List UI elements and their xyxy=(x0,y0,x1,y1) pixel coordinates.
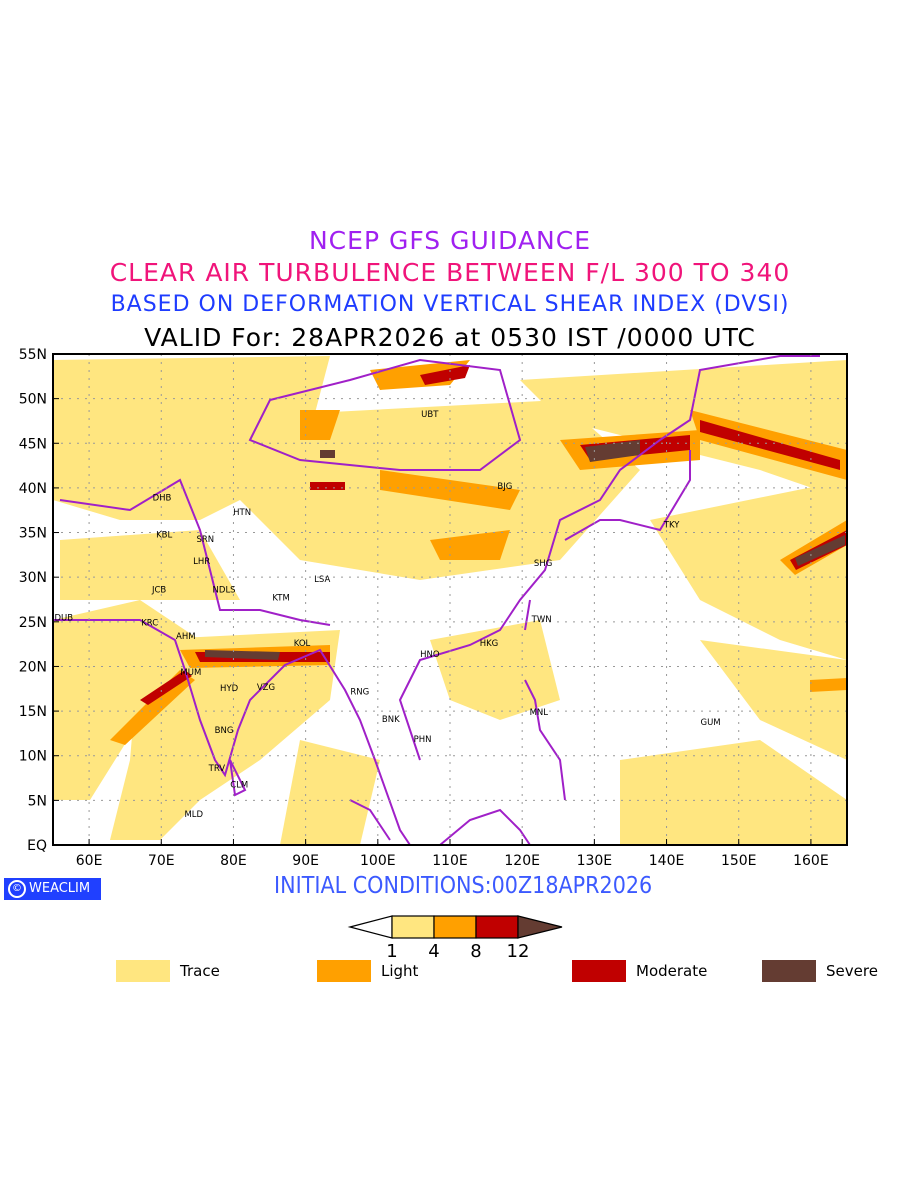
colorbar-tick: 8 xyxy=(470,941,481,960)
lon-tick-label: 80E xyxy=(220,853,247,869)
city-label-mum: MUM xyxy=(180,668,201,678)
title-valid-time: VALID For: 28APR2026 at 0530 IST /0000 U… xyxy=(144,323,756,352)
title-index: BASED ON DEFORMATION VERTICAL SHEAR INDE… xyxy=(110,292,790,317)
copyright-icon: © xyxy=(8,879,26,898)
lat-tick-label: EQ xyxy=(27,838,47,854)
lon-tick-label: 140E xyxy=(649,853,685,869)
lon-tick-label: 110E xyxy=(432,853,468,869)
colorbar-severe-arrow xyxy=(517,915,563,939)
lon-tick-label: 100E xyxy=(360,853,396,869)
city-label-ubt: UBT xyxy=(421,410,439,420)
legend-label: Light xyxy=(381,962,419,980)
city-label-mld: MLD xyxy=(184,810,203,820)
city-label-dub: DUB xyxy=(55,613,74,623)
city-label-dhb: DHB xyxy=(153,494,172,504)
title-guidance: NCEP GFS GUIDANCE xyxy=(308,226,591,255)
city-label-bjg: BJG xyxy=(497,482,512,492)
city-label-tky: TKY xyxy=(663,521,680,531)
lon-tick-label: 150E xyxy=(721,853,757,869)
lat-tick-label: 35N xyxy=(19,526,47,542)
lat-tick-label: 45N xyxy=(19,436,47,452)
lat-tick-label: 15N xyxy=(19,704,47,720)
lat-tick-label: 30N xyxy=(19,570,47,586)
city-label-kbl: KBL xyxy=(156,530,172,540)
weaclim-logo: © WEACLIM xyxy=(4,878,101,900)
colorbar-moderate xyxy=(475,915,519,939)
city-label-lsa: LSA xyxy=(314,575,330,585)
lon-tick-label: 120E xyxy=(504,853,540,869)
lat-tick-label: 5N xyxy=(28,793,47,809)
colorbar-tick: 1 xyxy=(386,941,397,960)
lat-tick-label: 25N xyxy=(19,615,47,631)
city-label-gum: GUM xyxy=(700,718,720,728)
turbulence-map: UBT BJG DHB HTN KBL SRN TKY LHR SHG LSA JCB NDLS KTM… xyxy=(19,347,848,869)
legend-swatch xyxy=(572,960,626,982)
title-turbulence: CLEAR AIR TURBULENCE BETWEEN F/L 300 TO … xyxy=(109,258,791,287)
logo-text: WEACLIM xyxy=(29,881,91,896)
city-label-clm: CLM xyxy=(230,780,248,790)
city-label-lhr: LHR xyxy=(193,557,210,567)
city-labels: UBT BJG DHB HTN KBL SRN TKY LHR SHG LSA JCB NDLS KTM… xyxy=(55,410,721,820)
legend-label: Moderate xyxy=(636,962,708,980)
graticule xyxy=(53,354,847,845)
city-label-ahm: AHM xyxy=(176,632,196,642)
city-label-ndls: NDLS xyxy=(213,586,236,596)
colorbar-below-arrow xyxy=(347,915,393,939)
initial-conditions: INITIAL CONDITIONS:00Z18APR2026 xyxy=(274,873,653,899)
lon-tick-label: 90E xyxy=(292,853,319,869)
lat-tick-label: 40N xyxy=(19,481,47,497)
city-label-phn: PHN xyxy=(414,735,432,745)
coastlines-and-borders xyxy=(53,355,820,846)
colorbar-trace xyxy=(391,915,435,939)
city-label-kol: KOL xyxy=(294,639,311,649)
city-label-htn: HTN xyxy=(233,508,251,518)
legend-label: Severe xyxy=(826,962,878,980)
lon-tick-label: 130E xyxy=(577,853,613,869)
city-label-rng: RNG xyxy=(350,687,369,697)
city-label-hkg: HKG xyxy=(480,639,499,649)
lat-tick-label: 20N xyxy=(19,659,47,675)
colorbar-tick: 4 xyxy=(428,941,439,960)
city-label-bnk: BNK xyxy=(382,715,400,725)
lat-tick-label: 50N xyxy=(19,392,47,408)
city-label-jcb: JCB xyxy=(151,586,166,596)
legend-swatch xyxy=(762,960,816,982)
lat-tick-label: 55N xyxy=(19,347,47,363)
legend-label: Trace xyxy=(180,962,220,980)
city-label-bng: BNG xyxy=(215,726,234,736)
city-label-vzg: VZG xyxy=(257,683,275,693)
lat-tick-label: 10N xyxy=(19,749,47,765)
colorbar-tick: 12 xyxy=(507,941,530,960)
axis-ticks: 60E 70E 80E 90E 100E 110E 120E 130E 140E 150E 160E… xyxy=(19,347,829,869)
city-label-trv: TRV xyxy=(208,764,226,774)
lon-tick-label: 160E xyxy=(793,853,829,869)
city-label-hno: HNO xyxy=(420,650,440,660)
lon-tick-label: 70E xyxy=(148,853,175,869)
city-label-ktm: KTM xyxy=(272,594,289,604)
city-label-hyd: HYD xyxy=(220,684,239,694)
colorbar: 1 4 8 12 xyxy=(347,915,563,960)
city-label-srn: SRN xyxy=(196,535,214,545)
lon-tick-label: 60E xyxy=(76,853,103,869)
city-label-krc: KRC xyxy=(141,619,158,629)
city-label-shg: SHG xyxy=(534,559,552,569)
colorbar-light xyxy=(433,915,477,939)
city-label-mnl: MNL xyxy=(530,708,549,718)
legend-swatch xyxy=(317,960,371,982)
legend-swatch xyxy=(116,960,170,982)
city-label-twn: TWN xyxy=(531,615,552,625)
